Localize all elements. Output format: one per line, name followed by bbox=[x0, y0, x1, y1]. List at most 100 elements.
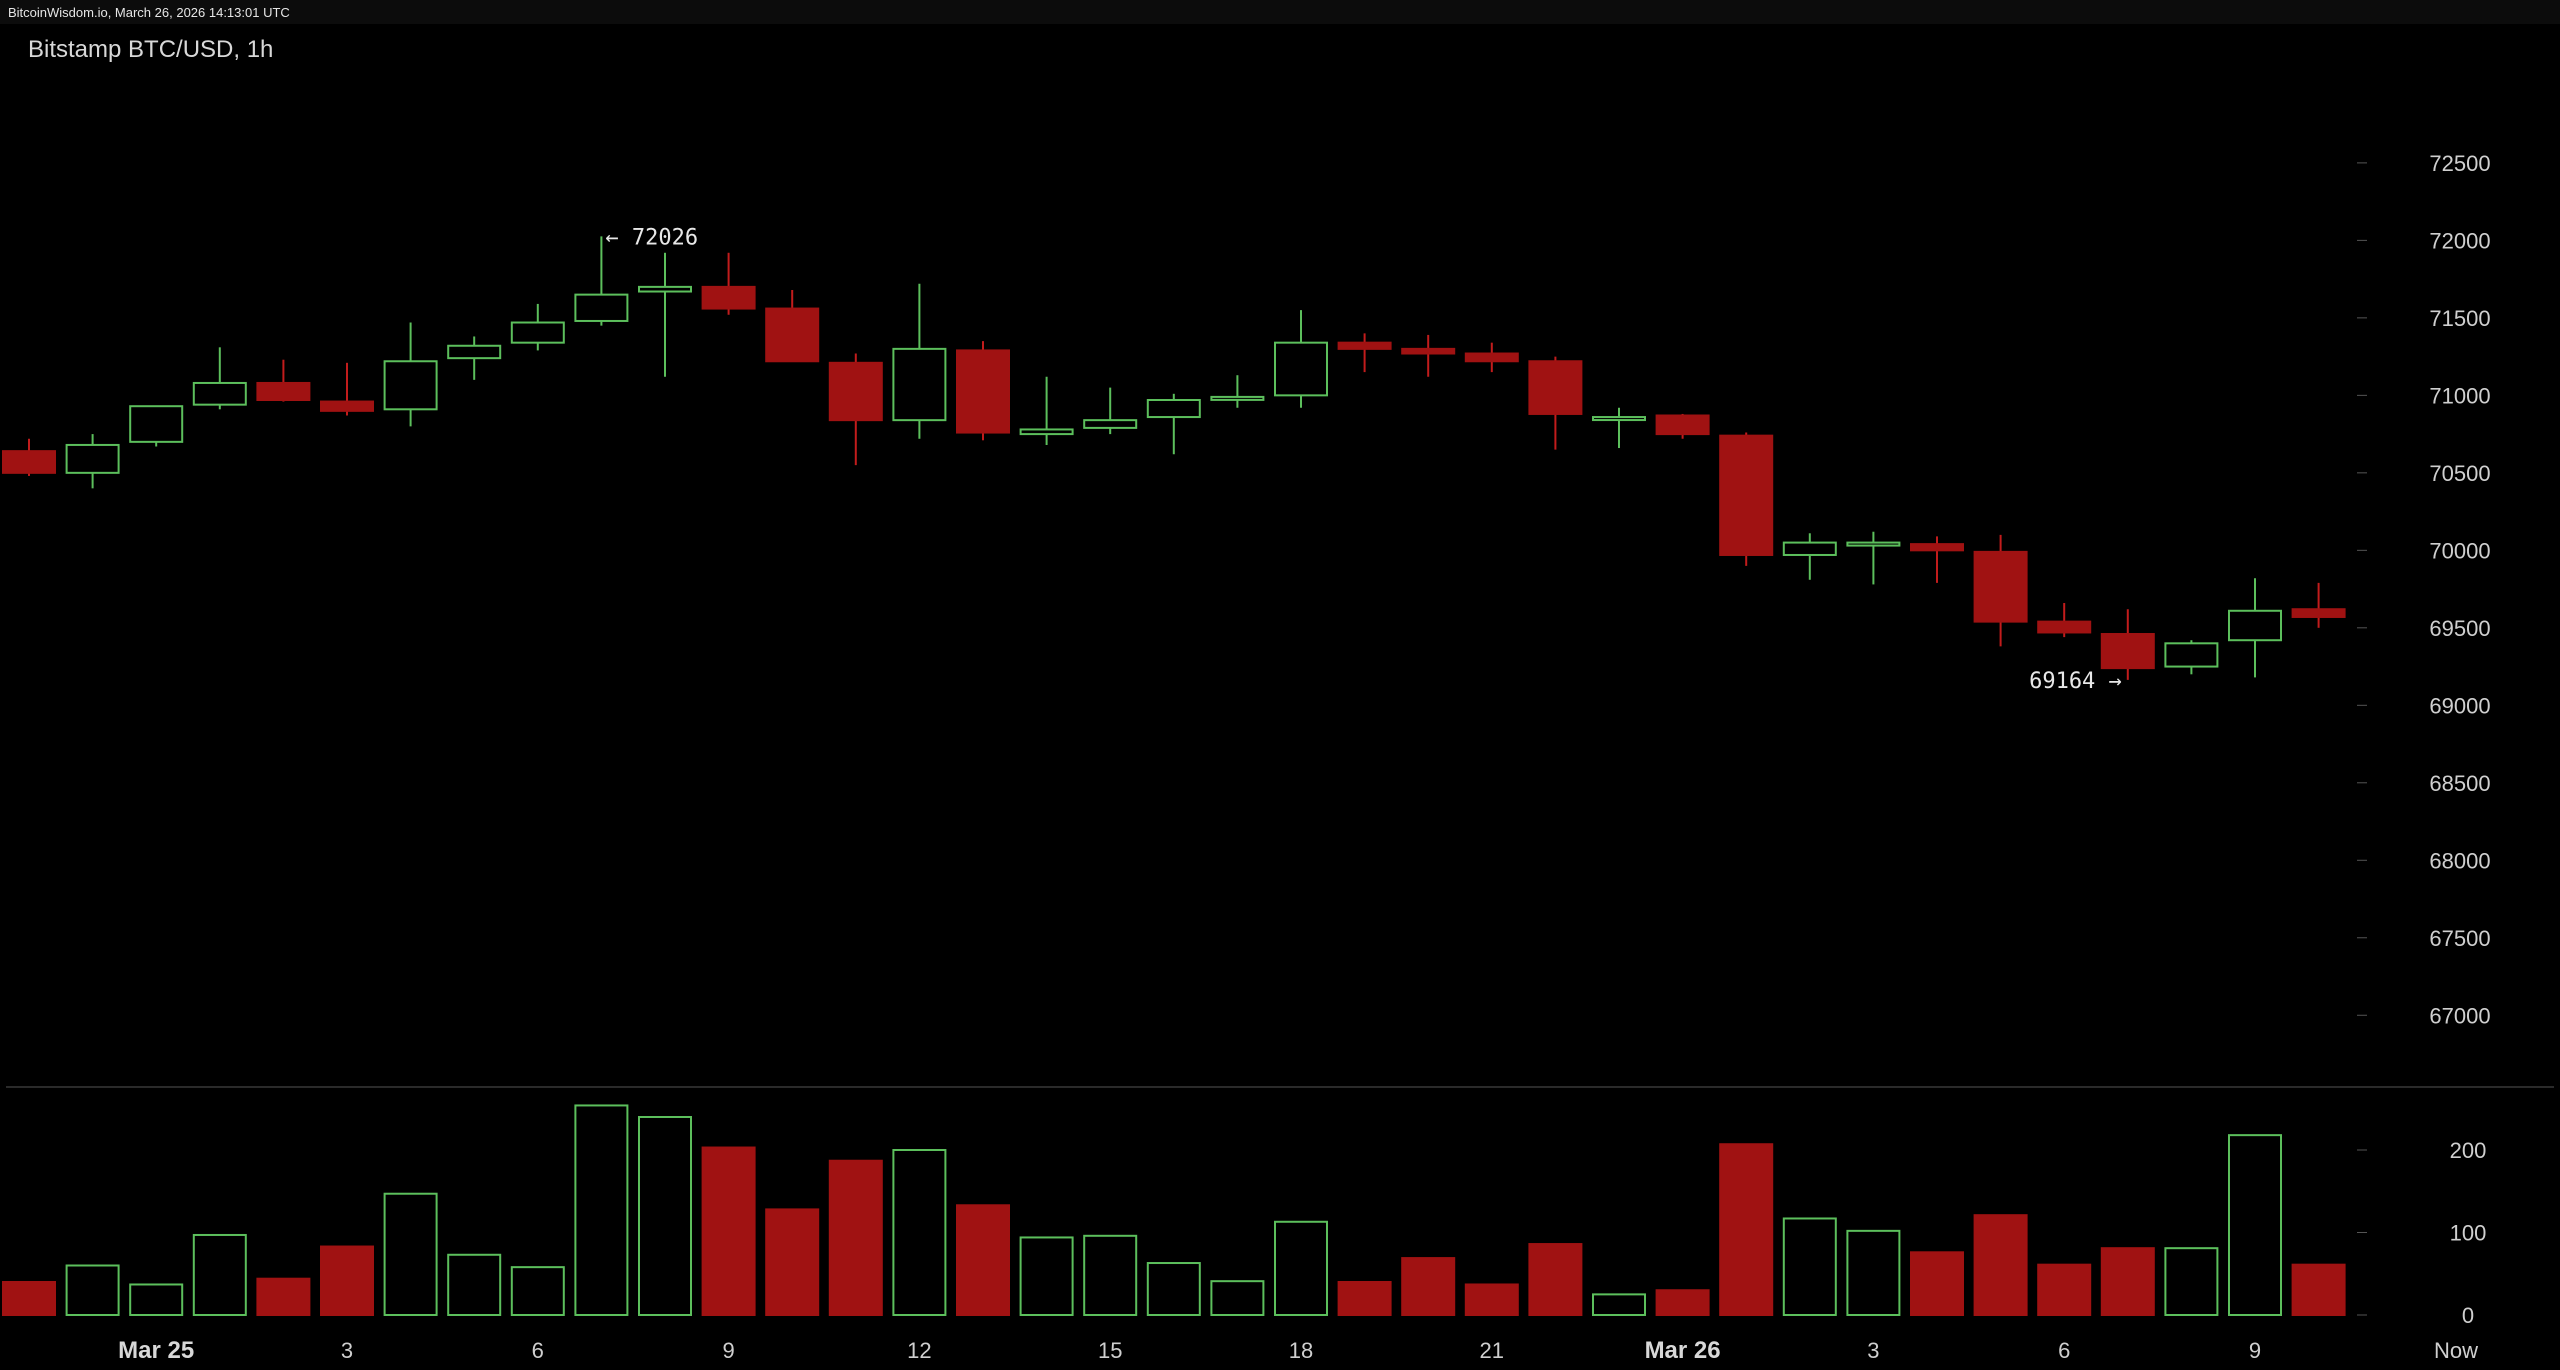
volume-bar bbox=[1337, 1281, 1392, 1316]
candle-body bbox=[1401, 347, 1456, 355]
candle-body bbox=[765, 307, 820, 363]
volume-bar bbox=[256, 1277, 311, 1316]
candle-body bbox=[2291, 608, 2346, 618]
volume-bar bbox=[1210, 1280, 1265, 1317]
candle-body bbox=[65, 443, 120, 474]
time-tick-label: 3 bbox=[341, 1338, 353, 1363]
time-tick-label: 15 bbox=[1098, 1338, 1122, 1363]
volume-bar bbox=[65, 1264, 120, 1316]
candle bbox=[129, 405, 184, 447]
candle bbox=[1592, 407, 1646, 449]
low-annotation: 69164 → bbox=[2029, 669, 2122, 694]
candle-body bbox=[1973, 550, 2028, 623]
candle-body bbox=[1464, 352, 1519, 363]
volume-bar bbox=[129, 1283, 184, 1316]
candle-body bbox=[1782, 541, 1837, 556]
candle-body bbox=[1337, 341, 1392, 350]
candle bbox=[2291, 582, 2346, 628]
candle bbox=[892, 283, 947, 439]
price-tick-label: 69500 bbox=[2429, 616, 2490, 641]
top-bar: BitcoinWisdom.io, March 26, 2026 14:13:0… bbox=[0, 0, 2560, 24]
volume-bar bbox=[701, 1146, 756, 1317]
time-tick-label: Mar 25 bbox=[118, 1337, 194, 1364]
time-tick-label: Now bbox=[2434, 1338, 2478, 1363]
volume-bar bbox=[1719, 1143, 1774, 1316]
volume-bar bbox=[383, 1192, 438, 1316]
candle bbox=[1973, 534, 2028, 647]
price-tick-label: 68000 bbox=[2429, 848, 2490, 873]
candle bbox=[320, 362, 374, 416]
price-tick-label: 72500 bbox=[2429, 151, 2490, 176]
candle-body bbox=[2, 450, 56, 474]
candle-body bbox=[638, 285, 692, 293]
time-tick-label: 6 bbox=[532, 1338, 544, 1363]
volume-bar bbox=[2, 1281, 56, 1316]
candle bbox=[1464, 342, 1519, 373]
volume-bar bbox=[1019, 1236, 1074, 1316]
candle bbox=[828, 353, 883, 466]
candle-body bbox=[574, 293, 629, 322]
volume-bar bbox=[765, 1208, 820, 1317]
volume-bar bbox=[447, 1253, 502, 1317]
volume-tick-label: 100 bbox=[2450, 1221, 2487, 1246]
candle-body bbox=[2037, 620, 2092, 634]
price-tick-label: 69000 bbox=[2429, 693, 2490, 718]
candle bbox=[1782, 533, 1837, 580]
price-tick-label: 70500 bbox=[2429, 461, 2490, 486]
source-timestamp: BitcoinWisdom.io, March 26, 2026 14:13:0… bbox=[8, 5, 290, 20]
candle bbox=[701, 252, 756, 315]
volume-bar bbox=[828, 1159, 883, 1316]
candle bbox=[1846, 531, 1901, 585]
volume-bar bbox=[2100, 1247, 2155, 1317]
time-tick-label: 9 bbox=[2249, 1338, 2261, 1363]
candle bbox=[2, 438, 56, 476]
candle-body bbox=[701, 285, 756, 310]
volume-bar bbox=[510, 1266, 565, 1317]
time-tick-label: 18 bbox=[1289, 1338, 1313, 1363]
candle-body bbox=[2228, 609, 2282, 642]
candle-body bbox=[1910, 543, 1964, 552]
volume-bar bbox=[1655, 1289, 1710, 1316]
volume-bar bbox=[1401, 1257, 1456, 1316]
volume-bar bbox=[192, 1233, 247, 1316]
candle bbox=[1910, 536, 1964, 583]
candle-body bbox=[892, 347, 947, 422]
time-axis: Mar 25 3 6 9 12 15 18 21 Mar 26 3 6 9 Now bbox=[118, 1337, 2478, 1364]
volume-bar bbox=[2291, 1263, 2346, 1317]
candle bbox=[1719, 432, 1774, 566]
candle bbox=[65, 434, 120, 489]
candle bbox=[1146, 393, 1201, 455]
chart-panel bbox=[6, 24, 2554, 1370]
candle-body bbox=[1528, 360, 1583, 415]
candle bbox=[510, 303, 565, 351]
volume-bar bbox=[1910, 1251, 1964, 1317]
candle bbox=[1401, 334, 1456, 377]
price-tick-label: 72000 bbox=[2429, 228, 2490, 253]
time-tick-label: 21 bbox=[1480, 1338, 1504, 1363]
volume-tick-label: 200 bbox=[2450, 1138, 2487, 1163]
candle-body bbox=[447, 344, 502, 360]
price-tick-label: 68500 bbox=[2429, 771, 2490, 796]
volume-bar bbox=[1528, 1243, 1583, 1317]
candle-body bbox=[1210, 395, 1265, 401]
candle-body bbox=[383, 360, 438, 411]
candle-body bbox=[2100, 633, 2155, 670]
time-tick-label: Mar 26 bbox=[1645, 1337, 1721, 1364]
volume-bar bbox=[1592, 1293, 1646, 1316]
candle bbox=[192, 347, 247, 410]
volume-bar bbox=[2228, 1134, 2282, 1317]
volume-bar bbox=[638, 1116, 692, 1316]
candle-body bbox=[1146, 399, 1201, 419]
candle bbox=[2228, 578, 2282, 678]
volume-bar bbox=[320, 1245, 374, 1317]
volume-bars bbox=[2, 1104, 2346, 1317]
candle-body bbox=[1592, 416, 1646, 422]
candle bbox=[1083, 387, 1138, 435]
candle bbox=[1210, 375, 1265, 408]
candle bbox=[383, 322, 438, 427]
volume-bar bbox=[1846, 1229, 1901, 1316]
candle-body bbox=[828, 361, 883, 422]
chart-title: Bitstamp BTC/USD, 1h bbox=[28, 36, 274, 63]
price-axis: 72500 72000 71500 71000 70500 70000 69500 69000… bbox=[2357, 151, 2491, 1028]
